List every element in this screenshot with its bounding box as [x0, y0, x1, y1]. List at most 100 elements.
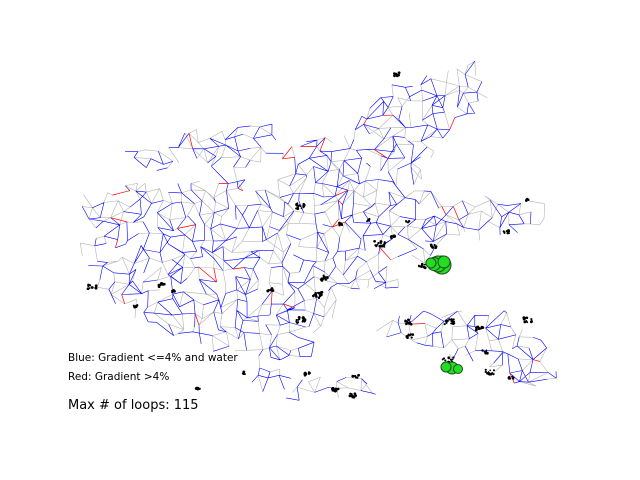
cluster-dot [353, 375, 356, 378]
network-gray-layer [79, 60, 557, 398]
cluster-dot [331, 386, 335, 390]
cluster-dot [376, 243, 379, 246]
cluster-dot [353, 396, 356, 399]
cluster-dot [474, 328, 478, 332]
cluster-dot [350, 392, 353, 396]
cluster-dot [407, 318, 410, 322]
cluster-dot [404, 319, 407, 322]
cluster-dot [390, 237, 393, 240]
cluster-dot [479, 327, 482, 330]
cluster-dot [491, 372, 494, 374]
loop-marker [425, 257, 437, 269]
cluster-dot [87, 285, 90, 288]
cluster-dot [431, 246, 435, 249]
max-loops-label: Max # of loops: 115 [68, 398, 199, 413]
cluster-dot [417, 264, 420, 267]
cluster-dot [450, 322, 452, 325]
cluster-dot [301, 319, 305, 322]
cluster-dot [298, 204, 301, 207]
cluster-dot [393, 72, 397, 76]
cluster-dot [487, 371, 490, 374]
cluster-dot [295, 319, 298, 322]
cluster-dot [357, 375, 359, 377]
cluster-dot [159, 282, 163, 286]
cluster-dot [408, 334, 411, 337]
cluster-dot [319, 278, 323, 281]
cluster-dot [392, 234, 396, 238]
cluster-dot [198, 387, 201, 390]
cluster-dot [295, 207, 298, 210]
cluster-dot [433, 243, 436, 246]
cluster-dot [300, 207, 303, 210]
cluster-dot [319, 291, 323, 295]
cluster-dot [450, 318, 453, 321]
cluster-dot [367, 218, 370, 222]
cluster-dot [410, 336, 413, 339]
cluster-dot [507, 376, 511, 380]
cluster-dot [489, 369, 492, 372]
cluster-dot [481, 326, 485, 329]
cluster-dot [408, 322, 411, 325]
cluster-dot [91, 286, 94, 289]
cluster-dot [450, 359, 453, 361]
cluster-dot [452, 322, 455, 325]
cluster-dot [408, 220, 411, 223]
cluster-dot [374, 244, 377, 247]
cluster-dot [297, 318, 300, 321]
cluster-dot [484, 368, 487, 371]
cluster-dot [390, 235, 393, 238]
cluster-dot [356, 376, 359, 379]
cluster-dot [86, 287, 90, 291]
cluster-dot [405, 220, 408, 223]
cluster-dot [397, 71, 401, 75]
cluster-dot [507, 229, 510, 233]
cluster-dot [312, 294, 315, 298]
cluster-dot [488, 372, 492, 376]
gray-road-segments [79, 60, 557, 398]
cluster-dot [351, 394, 354, 397]
cluster-dot [429, 243, 433, 247]
cluster-dot [302, 203, 306, 207]
cluster-dot [526, 321, 529, 324]
cluster-dot [420, 263, 424, 267]
cluster-dot [484, 370, 487, 374]
cluster-dot [443, 323, 446, 326]
cluster-dot [525, 197, 529, 201]
legend-blue-label: Blue: Gradient <=4% and water [68, 352, 238, 364]
cluster-dot [411, 333, 415, 336]
cluster-dot [395, 73, 399, 77]
cluster-dot [448, 318, 451, 321]
cluster-dot [445, 322, 448, 324]
cluster-dot [267, 288, 271, 292]
cluster-dot [373, 239, 376, 243]
loop-marker [453, 364, 463, 374]
network-blue-layer [81, 61, 557, 401]
cluster-dot [324, 276, 328, 279]
cluster-dot [530, 318, 533, 321]
cluster-dot [451, 320, 455, 324]
cluster-dot [134, 305, 138, 308]
cluster-dot [492, 369, 495, 372]
cluster-dot [355, 394, 357, 397]
cluster-dot [503, 231, 506, 234]
cluster-dot [409, 322, 413, 326]
cluster-dot [423, 263, 426, 266]
cluster-dot [94, 284, 98, 288]
cluster-dot [522, 316, 526, 320]
cluster-dot [316, 291, 319, 294]
cluster-dot [511, 377, 514, 380]
cluster-dot [492, 373, 495, 376]
cluster-dot [242, 371, 245, 375]
cluster-dot [382, 243, 386, 247]
cluster-dot [317, 296, 320, 299]
cluster-dot [336, 387, 340, 391]
cluster-dot [194, 387, 198, 390]
cluster-dot [452, 356, 455, 359]
cluster-dot [334, 387, 338, 391]
loop-markers-layer [425, 255, 463, 375]
cluster-dot [304, 318, 307, 321]
cluster-dot [94, 286, 98, 290]
cluster-dot [476, 325, 480, 329]
cluster-dot [380, 242, 382, 245]
